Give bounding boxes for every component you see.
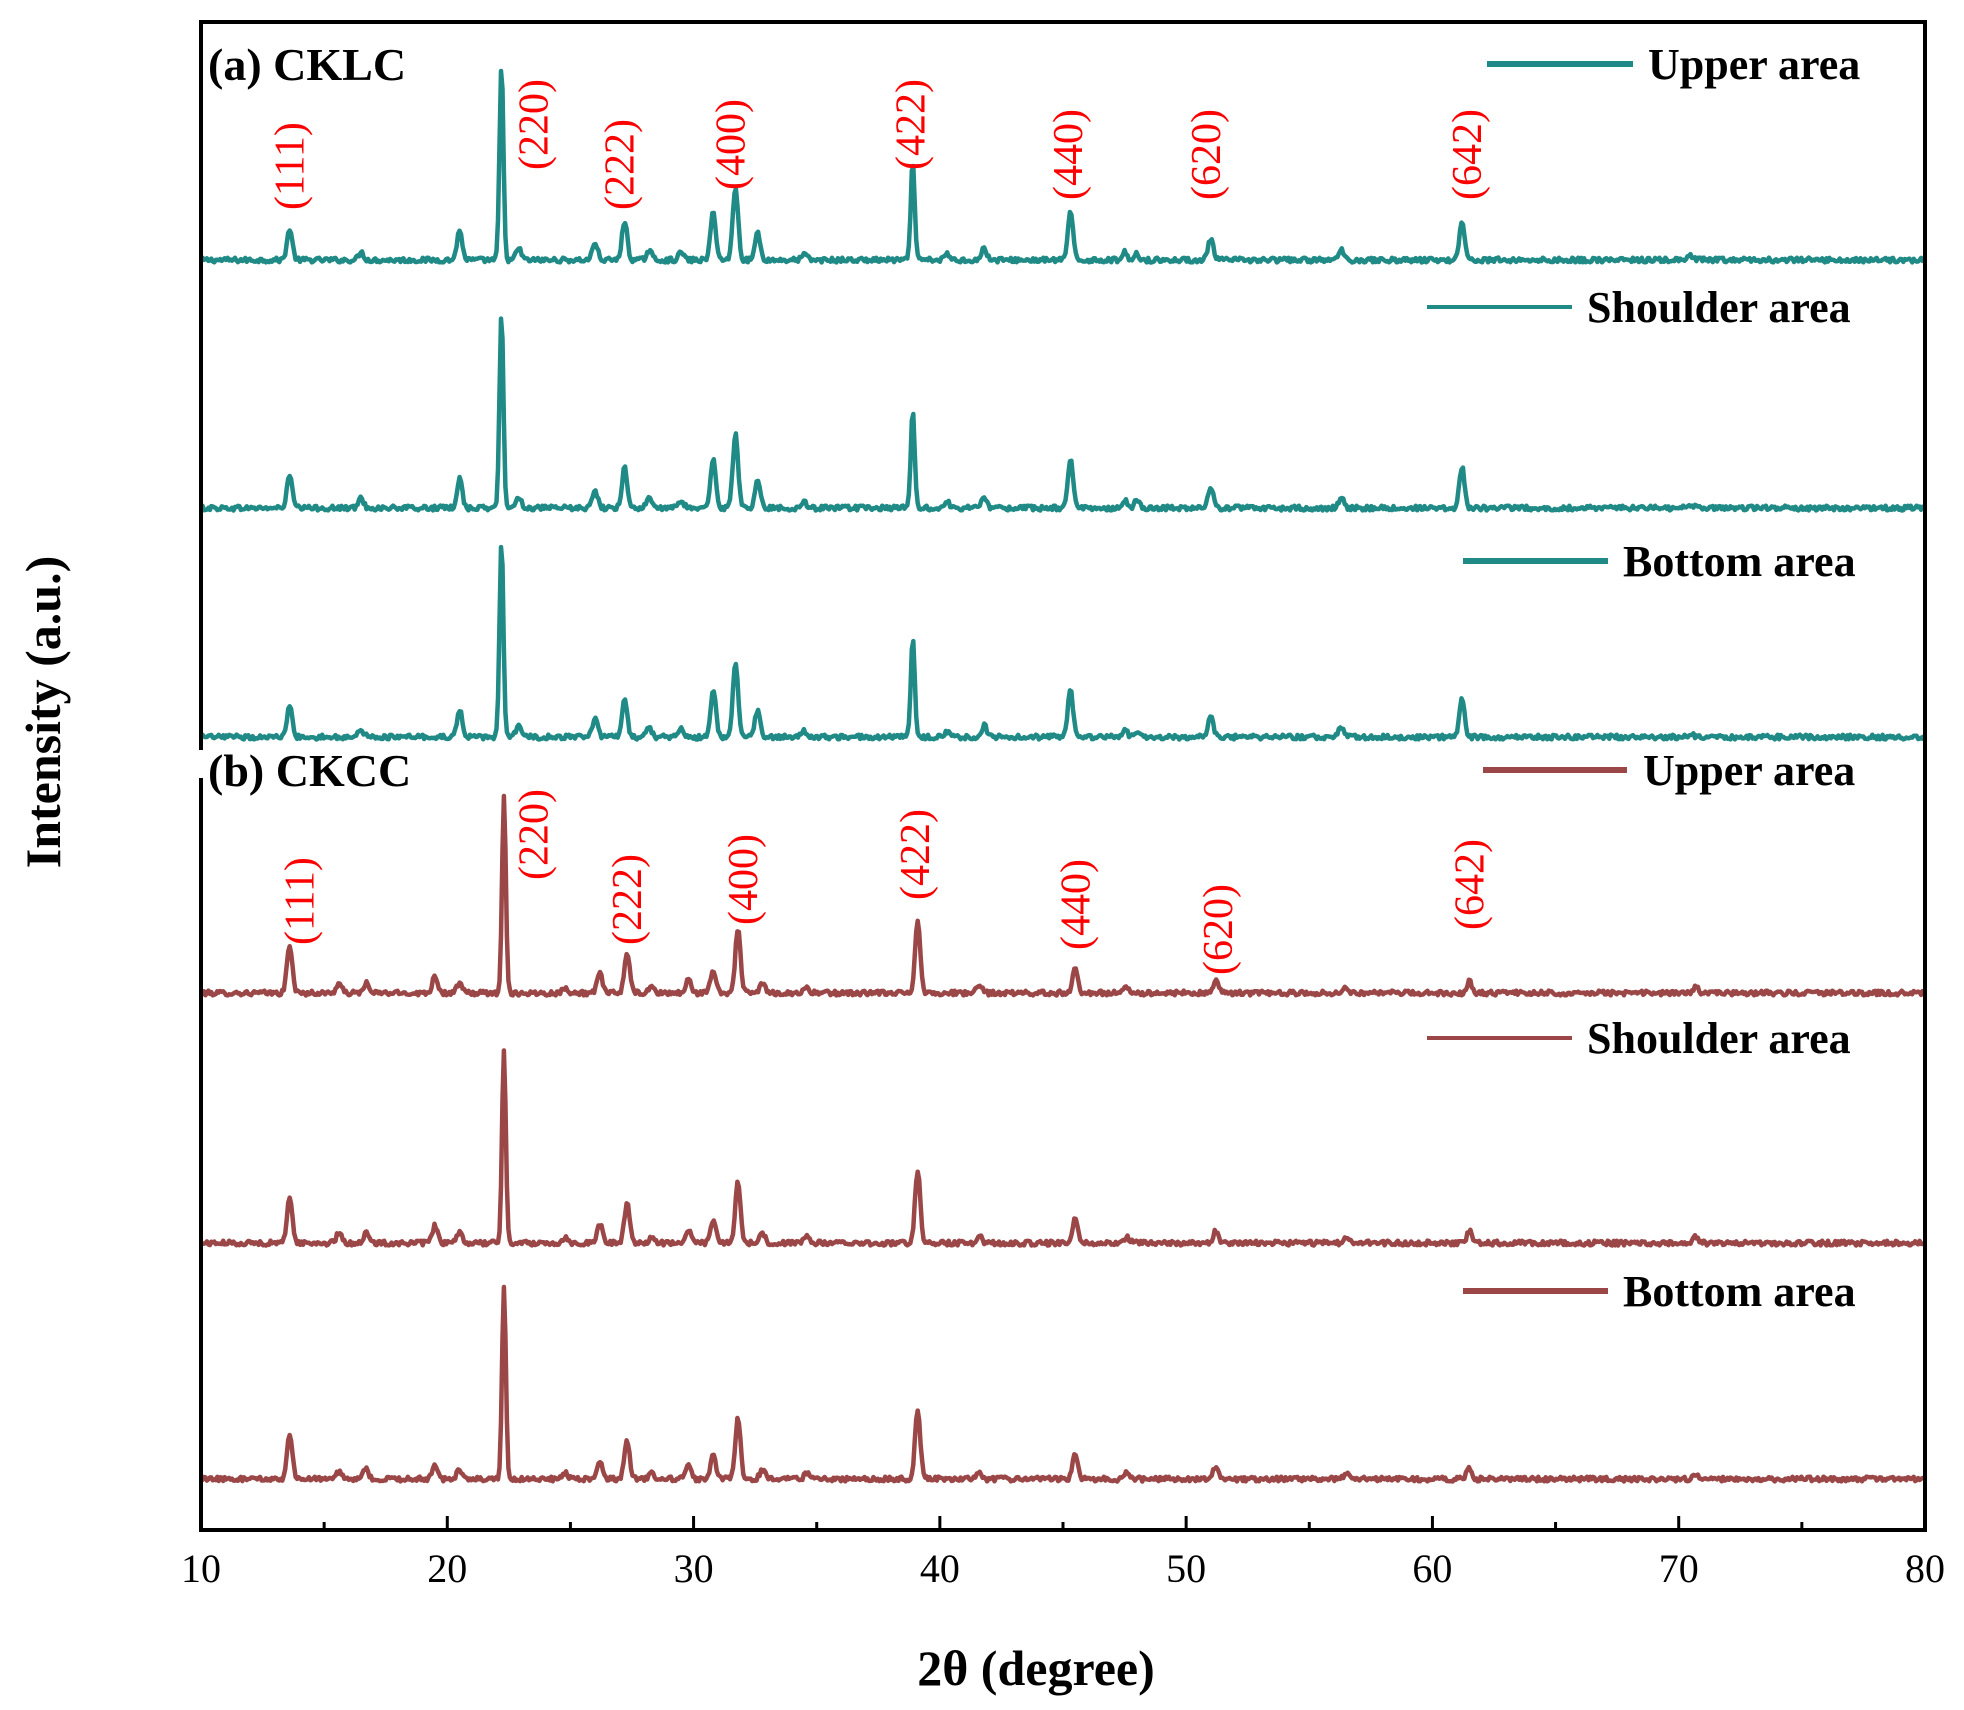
diffraction-traces [199,68,1927,1484]
legend-label: Bottom area [1623,537,1856,586]
trace-panel-b-bottom-area [199,1284,1925,1484]
x-axis-title: 2θ (degree) [917,1640,1155,1696]
miller-index-label: (222) [598,119,644,210]
x-ticks: 10 20 30 40 50 60 70 80 [181,1516,1945,1591]
miller-index-label: (220) [512,79,558,170]
x-tick-label: 10 [181,1546,221,1591]
legend-label: Upper area [1648,40,1860,89]
x-tick-label: 50 [1166,1546,1206,1591]
axes: 10 20 30 40 50 60 70 80 [181,20,1945,1591]
legend-label: Bottom area [1623,1267,1856,1316]
miller-index-label: (111) [278,857,324,945]
miller-index-label: (422) [893,809,939,900]
trace-panel-a-shoulder-area [199,316,1925,513]
miller-index-label: (440) [1046,109,1092,200]
miller-index-label: (220) [512,789,558,880]
miller-index-label: (400) [721,834,767,925]
panel-a-label: (a) CKLC [208,39,406,90]
legend-label: Shoulder area [1587,283,1851,332]
miller-index-label: (620) [1184,109,1230,200]
x-tick-label: 20 [427,1546,467,1591]
miller-index-label: (440) [1053,859,1099,950]
y-axis-title: Intensity (a.u.) [15,556,71,869]
miller-index-label: (422) [888,79,934,170]
x-tick-label: 30 [674,1546,714,1591]
trace-panel-a-bottom-area [199,544,1927,742]
miller-index-label: (620) [1196,884,1242,975]
legend: Upper area Shoulder area Bottom area Upper … [1427,40,1860,1316]
trace-panel-a-upper-area [199,68,1925,265]
miller-index-label: (642) [1447,839,1493,930]
miller-index-label: (400) [709,99,755,190]
legend-label: Shoulder area [1587,1014,1851,1063]
x-tick-label: 60 [1412,1546,1452,1591]
trace-panel-b-upper-area [199,793,1926,998]
legend-label: Upper area [1643,746,1855,795]
miller-index-label: (642) [1445,109,1491,200]
x-tick-label: 40 [920,1546,960,1591]
trace-panel-b-shoulder-area [199,1048,1926,1248]
miller-index-labels: (111) (220) (222) (400) (422) (440) (620) (642)… [268,79,1494,975]
panel-b-label: (b) CKCC [208,745,411,796]
x-tick-label: 70 [1659,1546,1699,1591]
x-tick-label: 80 [1905,1546,1945,1591]
miller-index-label: (111) [268,122,314,210]
miller-index-label: (222) [605,854,651,945]
